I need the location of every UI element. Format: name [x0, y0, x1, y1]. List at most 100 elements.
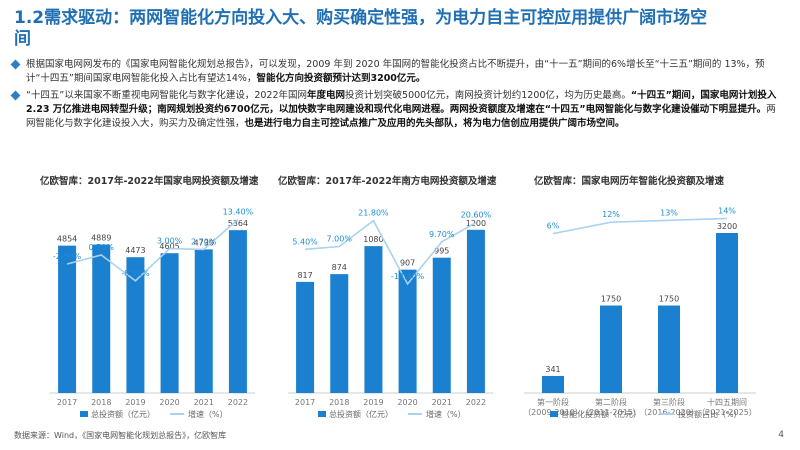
bullet-1: 根据国家电网网发布的《国家电网智能化规划总报告》，可以发现，2009 年到 20…: [10, 58, 780, 86]
bar-value-label: 1750: [601, 295, 621, 304]
bullet-1-highlight: 智能化方向投资额预计达到3200亿元。: [256, 73, 426, 84]
bullet-list: 根据国家电网网发布的《国家电网智能化规划总报告》，可以发现，2009 年到 20…: [10, 58, 780, 134]
chart-3-smart-investment: 341第一阶段（2009-2010）1750第二阶段（2011-2015）175…: [523, 206, 757, 419]
bullet-2-bold-b: 年度电网: [307, 90, 346, 101]
category-tick-label: 2017: [295, 398, 315, 407]
chart-1-title: 亿欧智库：2017年-2022年国家电网投资额及增速: [40, 176, 259, 187]
bar: [542, 375, 564, 393]
bar-value-label: 1750: [659, 295, 679, 304]
bar-value-label: 4605: [159, 242, 179, 251]
bar-value-label: 1080: [363, 235, 383, 244]
category-tick-label: 2019: [363, 398, 383, 407]
bullet-2-text-a: “十四五”以来国家不断重视电网智能化与数字化建设，2022年国网: [26, 90, 308, 101]
legend-bar-swatch: [318, 411, 326, 417]
category-tick-label: 第一阶段: [537, 397, 569, 407]
diamond-bullet-icon: [10, 59, 21, 70]
bar-value-label: 817: [297, 271, 312, 280]
category-tick-label: 2020: [159, 398, 179, 407]
bar: [296, 281, 315, 393]
growth-value-label: -8.50%: [121, 269, 150, 278]
chart-3-title: 亿欧智库：国家电网历年智能化投资额及增速: [534, 176, 725, 187]
bar: [466, 229, 485, 393]
legend-bar-swatch: [550, 411, 558, 417]
growth-value-label: 13.40%: [223, 207, 254, 216]
category-tick-label: 2019: [125, 398, 145, 407]
category-tick-label: 2017: [57, 398, 77, 407]
growth-value-label: 3.00%: [157, 237, 183, 246]
legend-bar-swatch: [80, 411, 88, 417]
category-tick-label: 2022: [228, 398, 248, 407]
category-tick-label: 2022: [466, 398, 486, 407]
category-tick-label: 2020: [397, 398, 417, 407]
bar-value-label: 4473: [125, 246, 145, 255]
growth-value-label: 13%: [660, 208, 678, 217]
category-tick-label: （2016-2020）: [639, 408, 699, 417]
legend-bar-label: 智能化投资额（亿元）: [561, 409, 641, 419]
bar: [126, 257, 145, 393]
bar-value-label: 4889: [91, 234, 111, 243]
bar-value-label: 995: [434, 247, 449, 256]
bullet-2-bold-d: “十四五”期间，国家电网计划投入 2.23 万亿推进电网转型升级；南网规划投资约…: [26, 90, 777, 115]
growth-value-label: 12%: [602, 210, 620, 219]
growth-line: [552, 217, 728, 235]
bar-value-label: 341: [545, 365, 560, 374]
bullet-2: “十四五”以来国家不断重视电网智能化与数字化建设，2022年国网年度电网投资计划…: [10, 89, 780, 131]
bar: [716, 233, 738, 393]
bar: [398, 269, 417, 393]
legend-bar-label: 总投资额（亿元）: [329, 409, 393, 419]
growth-value-label: 2.70%: [191, 237, 217, 246]
bullet-2-text-c: 投资计划突破5000亿元，南网投资计划约1200亿，均为历史最高。: [345, 90, 631, 101]
page-number: 4: [778, 430, 784, 440]
category-tick-label: 2021: [194, 398, 214, 407]
bullet-1-text: 根据国家电网网发布的《国家电网智能化规划总报告》，可以发现，2009 年到 20…: [26, 59, 765, 84]
legend-line-label: 投资额占比（%）: [678, 409, 742, 419]
bar: [600, 305, 622, 393]
bar: [160, 253, 179, 393]
bar: [658, 305, 680, 393]
category-tick-label: 2021: [432, 398, 452, 407]
bar-value-label: 5364: [228, 219, 248, 228]
chart-1-national-grid: 4854 2017 4889 2018 4473 2019 4605 2020 4730 2021…: [50, 207, 255, 419]
data-source: 数据来源：Wind，《国家电网智能化规划总报告》，亿欧智库: [14, 431, 227, 440]
bullet-2-text-e: 两网智能化与数字化建设投入大，购买力及确定性强，: [26, 104, 776, 129]
diamond-bullet-icon: [10, 90, 21, 101]
growth-line: [66, 218, 239, 282]
bar-value-label: 4730: [194, 238, 214, 247]
category-tick-label: 2018: [91, 398, 111, 407]
bar-value-label: 907: [400, 259, 415, 268]
slide-title: 1.2需求驱动：两网智能化方向投入大、购买确定性强，为电力自主可控应用提供广阔市…: [14, 8, 708, 49]
bar: [330, 274, 349, 393]
bar: [92, 244, 111, 393]
growth-value-label: 6%: [547, 222, 560, 231]
category-tick-label: （2021-2025）: [697, 408, 757, 417]
growth-value-label: 14%: [718, 206, 736, 215]
category-tick-label: 第二阶段: [595, 397, 627, 407]
growth-value-label: 20.60%: [461, 211, 492, 220]
bar: [432, 257, 451, 393]
legend-line-label: 增速（%）: [426, 409, 466, 419]
legend-line-label: 增速（%）: [188, 409, 228, 419]
category-tick-label: 第三阶段: [653, 397, 685, 407]
growth-value-label: 0.70%: [89, 243, 115, 252]
bar-value-label: 4854: [57, 235, 77, 244]
chart-2-title: 亿欧智库：2017年-2022年南方电网投资额及增速: [278, 176, 497, 187]
category-tick-label: （2011-2015）: [581, 408, 641, 417]
bar-value-label: 874: [332, 263, 347, 272]
bar: [194, 249, 213, 393]
growth-value-label: 7.00%: [327, 235, 353, 244]
growth-line: [305, 219, 477, 286]
bullet-2-bold-f: 也是进行电力自主可控试点推广及应用的先头部队，将为电力信创应用提供广阔市场空间。: [244, 118, 625, 129]
category-tick-label: 2018: [329, 398, 349, 407]
legend-bar-label: 总投资额（亿元）: [91, 409, 155, 419]
bar: [228, 230, 247, 393]
bar-value-label: 3200: [717, 222, 737, 231]
bar: [58, 245, 77, 393]
growth-value-label: 5.40%: [292, 237, 318, 246]
growth-value-label: 9.70%: [429, 230, 455, 239]
bar: [364, 246, 383, 393]
chart-2-southern-grid: 8172017874201810802019907202099520211200…: [288, 209, 493, 419]
category-tick-label: 十四五期间: [707, 397, 747, 407]
growth-value-label: -2.50%: [53, 252, 82, 261]
growth-value-label: -14.40%: [391, 272, 425, 281]
growth-value-label: 21.80%: [358, 209, 389, 218]
